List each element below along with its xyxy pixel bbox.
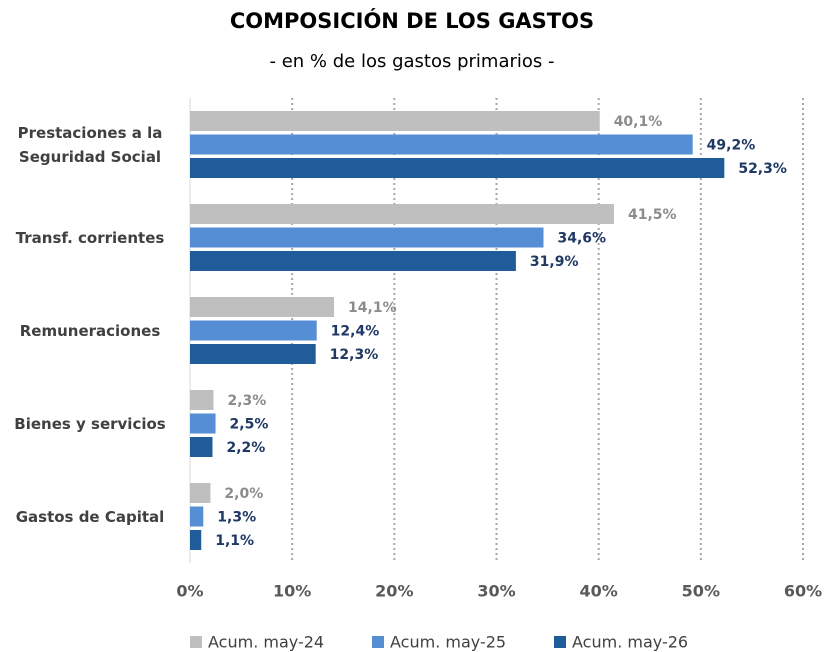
bar: [190, 437, 213, 457]
bar: [190, 413, 216, 434]
value-label: 41,5%: [628, 207, 677, 223]
bar: [190, 111, 600, 131]
value-label: 34,6%: [557, 231, 606, 247]
value-label: 2,3%: [227, 393, 266, 409]
bar: [190, 530, 202, 550]
legend-label: Acum. may-26: [572, 633, 688, 652]
bar: [190, 506, 204, 527]
legend-label: Acum. may-24: [208, 633, 324, 652]
value-label: 1,3%: [217, 510, 256, 526]
chart-title: COMPOSICIÓN DE LOS GASTOS: [230, 8, 594, 33]
value-label: 12,4%: [331, 324, 380, 340]
bar: [190, 134, 693, 155]
x-tick-label: 0%: [176, 582, 203, 601]
chart-subtitle: - en % de los gastos primarios -: [270, 51, 555, 72]
bar: [190, 390, 214, 410]
value-label: 52,3%: [738, 161, 787, 177]
category-label: Remuneraciones: [19, 321, 161, 340]
x-tick-label: 60%: [784, 582, 822, 601]
x-tick-label: 50%: [682, 582, 720, 601]
value-label: 2,0%: [224, 486, 263, 502]
bar: [190, 483, 211, 503]
x-tick-label: 40%: [580, 582, 618, 601]
value-label: 31,9%: [530, 254, 579, 270]
value-label: 2,2%: [226, 440, 265, 456]
legend-label: Acum. may-25: [390, 633, 506, 652]
bar: [190, 227, 544, 248]
bar: [190, 158, 725, 178]
x-tick-label: 30%: [477, 582, 515, 601]
value-label: 12,3%: [330, 347, 379, 363]
x-tick-label: 20%: [375, 582, 413, 601]
legend-swatch: [190, 636, 202, 648]
bar: [190, 297, 335, 317]
value-label: 49,2%: [707, 138, 756, 154]
category-label: Prestaciones a la Seguridad Social: [17, 123, 163, 166]
legend-swatch: [372, 636, 384, 648]
value-label: 1,1%: [215, 533, 254, 549]
category-label: Transf. corrientes: [15, 228, 165, 247]
category-label: Bienes y servicios: [14, 414, 166, 433]
bar: [190, 251, 516, 271]
value-label: 40,1%: [614, 114, 663, 130]
value-label: 14,1%: [348, 300, 397, 316]
bar: [190, 320, 317, 341]
bar: [190, 344, 316, 364]
value-label: 2,5%: [230, 417, 269, 433]
bar: [190, 204, 614, 224]
category-label: Gastos de Capital: [15, 507, 165, 526]
x-tick-label: 10%: [273, 582, 311, 601]
legend-swatch: [554, 636, 566, 648]
